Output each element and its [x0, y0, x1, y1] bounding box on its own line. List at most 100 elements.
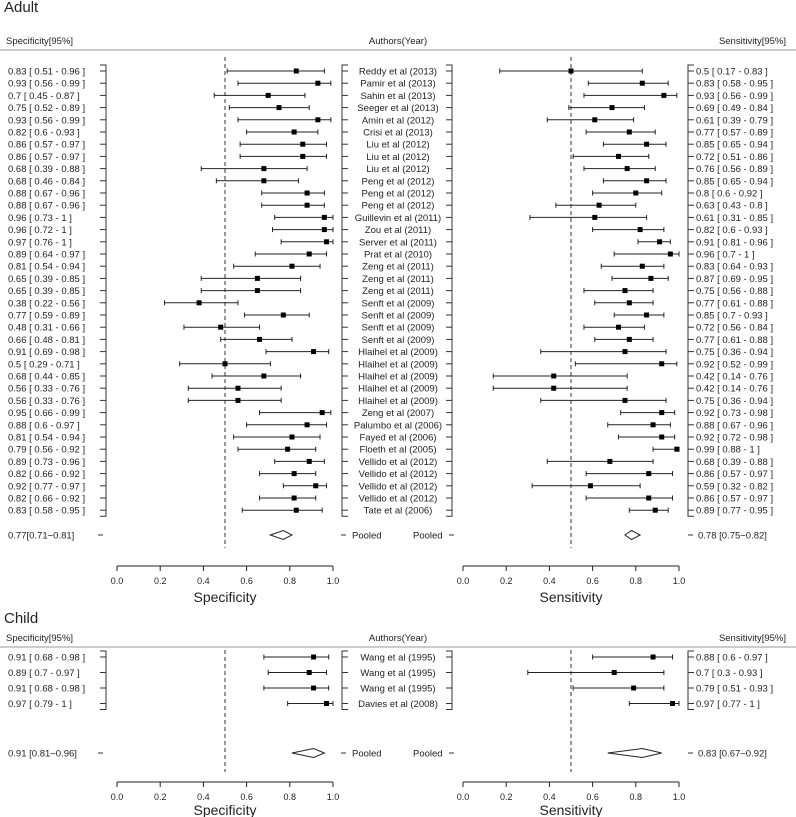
- sens-value: 0.7 [ 0.3 - 0.93 ]: [696, 668, 763, 679]
- sens-value: 0.96 [ 0.7 - 1 ]: [696, 250, 755, 261]
- pooled-spec-value: 0.91 [0.81−0.96]: [8, 749, 77, 760]
- sens-axis-title: Sensitivity: [539, 802, 602, 817]
- spec-axis-title: Specificity: [193, 589, 256, 605]
- sens-point: [644, 178, 650, 184]
- spec-value: 0.88 [ 0.6 - 0.97 ]: [8, 420, 80, 431]
- spec-point: [265, 92, 271, 98]
- study-author: Hlaihel et al (2009): [358, 347, 438, 358]
- spec-point: [321, 227, 327, 233]
- authors-header: Authors(Year): [369, 633, 427, 644]
- spec-value: 0.38 [ 0.22 - 0.56 ]: [8, 298, 85, 309]
- pooled-label-right: Pooled: [413, 749, 443, 760]
- sensitivity-header: Sensitivity[95%]: [719, 36, 786, 47]
- spec-point: [276, 105, 282, 111]
- spec-point: [285, 446, 291, 452]
- sens-point: [659, 434, 665, 440]
- spec-tick-label: 0.8: [284, 792, 297, 802]
- spec-point: [300, 153, 306, 159]
- spec-value: 0.89 [ 0.64 - 0.97 ]: [8, 250, 85, 261]
- section-title-child: Child: [4, 610, 38, 627]
- spec-point: [313, 483, 319, 489]
- spec-tick-label: 0.8: [284, 576, 297, 586]
- spec-value: 0.89 [ 0.7 - 0.97 ]: [8, 668, 80, 679]
- spec-value: 0.96 [ 0.73 - 1 ]: [8, 213, 72, 224]
- sens-value: 0.8 [ 0.6 - 0.92 ]: [696, 189, 763, 200]
- study-author: Hlaihel et al (2009): [358, 396, 438, 407]
- spec-tick-label: 1.0: [327, 576, 340, 586]
- sens-value: 0.59 [ 0.32 - 0.82 ]: [696, 481, 773, 492]
- sens-value: 0.77 [ 0.61 - 0.88 ]: [696, 335, 773, 346]
- study-author: Floeth et al (2005): [359, 445, 436, 456]
- spec-value: 0.79 [ 0.56 - 0.92 ]: [8, 445, 85, 456]
- sens-value: 0.89 [ 0.77 - 0.95 ]: [696, 506, 773, 517]
- sens-value: 0.83 [ 0.64 - 0.93 ]: [696, 262, 773, 273]
- study-author: Reddy et al (2013): [359, 67, 437, 78]
- specificity-header: Specificity[95%]: [6, 633, 73, 644]
- spec-point: [293, 68, 299, 74]
- spec-value: 0.82 [ 0.6 - 0.93 ]: [8, 128, 80, 139]
- study-author: Amin et al (2012): [362, 115, 434, 126]
- sens-value: 0.5 [ 0.17 - 0.83 ]: [696, 67, 768, 78]
- sens-point: [624, 166, 630, 172]
- sens-value: 0.99 [ 0.88 - 1 ]: [696, 445, 760, 456]
- spec-point: [222, 361, 228, 367]
- spec-value: 0.68 [ 0.46 - 0.84 ]: [8, 176, 85, 187]
- spec-value: 0.83 [ 0.51 - 0.96 ]: [8, 67, 85, 78]
- sens-value: 0.83 [ 0.58 - 0.95 ]: [696, 79, 773, 90]
- spec-value: 0.65 [ 0.39 - 0.85 ]: [8, 274, 85, 285]
- study-author: Wang et al (1995): [360, 668, 435, 679]
- sens-point: [639, 263, 645, 269]
- spec-point: [315, 117, 321, 123]
- sens-point: [596, 202, 602, 208]
- spec-pooled-diamond: [268, 529, 294, 541]
- spec-point: [311, 349, 317, 355]
- spec-value: 0.82 [ 0.66 - 0.92 ]: [8, 494, 85, 505]
- spec-point: [304, 422, 310, 428]
- spec-value: 0.56 [ 0.33 - 0.76 ]: [8, 384, 85, 395]
- sens-value: 0.61 [ 0.31 - 0.85 ]: [696, 213, 773, 224]
- study-author: Vellido et al (2012): [359, 494, 438, 505]
- authors-bracket-right: [446, 650, 453, 710]
- sens-value: 0.79 [ 0.51 - 0.93 ]: [696, 684, 773, 695]
- pooled-sens-value: 0.83 [0.67−0.92]: [698, 749, 767, 760]
- spec-value: 0.97 [ 0.76 - 1 ]: [8, 237, 72, 248]
- sens-point: [611, 670, 617, 675]
- spec-point: [257, 336, 263, 342]
- sens-value: 0.92 [ 0.72 - 0.98 ]: [696, 433, 773, 444]
- study-author: Peng et al (2012): [362, 176, 435, 187]
- study-author: Wang et al (1995): [360, 684, 435, 695]
- study-author: Senft et al (2009): [362, 335, 435, 346]
- sens-point: [646, 495, 652, 501]
- sens-tick-label: 0.4: [543, 792, 556, 802]
- sens-point: [609, 105, 615, 111]
- spec-axis-title: Specificity: [193, 802, 256, 817]
- spec-value: 0.91 [ 0.68 - 0.98 ]: [8, 684, 85, 695]
- spec-point: [311, 654, 317, 660]
- sens-point: [622, 349, 628, 355]
- spec-value: 0.92 [ 0.77 - 0.97 ]: [8, 481, 85, 492]
- sens-tick-label: 0.2: [500, 576, 513, 586]
- sens-tick-label: 0.6: [586, 792, 599, 802]
- spec-point: [291, 129, 297, 135]
- spec-value: 0.82 [ 0.66 - 0.92 ]: [8, 469, 85, 480]
- study-author: Hlaihel et al (2009): [358, 359, 438, 370]
- spec-point: [261, 166, 267, 172]
- sens-tick-label: 0.6: [586, 576, 599, 586]
- spec-point: [218, 324, 224, 330]
- spec-value: 0.96 [ 0.72 - 1 ]: [8, 225, 72, 236]
- sens-value: 0.77 [ 0.57 - 0.89 ]: [696, 128, 773, 139]
- spec-value: 0.7 [ 0.45 - 0.87 ]: [8, 91, 80, 102]
- sens-value: 0.77 [ 0.61 - 0.88 ]: [696, 298, 773, 309]
- spec-value: 0.56 [ 0.33 - 0.76 ]: [8, 396, 85, 407]
- spec-value: 0.97 [ 0.79 - 1 ]: [8, 699, 72, 710]
- spec-value: 0.65 [ 0.39 - 0.85 ]: [8, 286, 85, 297]
- sens-point: [644, 312, 650, 318]
- study-author: Liu et al (2012): [366, 152, 429, 163]
- sens-point: [652, 507, 658, 513]
- study-author: Davies et al (2008): [358, 699, 438, 710]
- spec-tick-label: 0.2: [154, 792, 167, 802]
- study-author: Liu et al (2012): [366, 140, 429, 151]
- study-author: Peng et al (2012): [362, 189, 435, 200]
- sens-point: [622, 397, 628, 403]
- spec-value: 0.68 [ 0.44 - 0.85 ]: [8, 372, 85, 383]
